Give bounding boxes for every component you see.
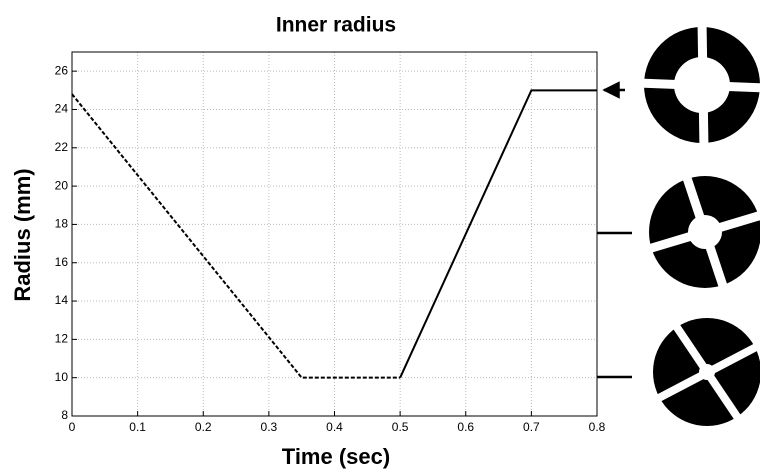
- x-tick-label: 0.5: [392, 420, 409, 434]
- x-tick-label: 0.3: [261, 420, 278, 434]
- line-series: [71, 93, 401, 379]
- x-tick-label: 0.6: [457, 420, 474, 434]
- y-tick-label: 24: [55, 102, 69, 116]
- x-tick-label: 0.7: [523, 420, 540, 434]
- icon-large-hole: [637, 19, 760, 151]
- y-tick-label: 12: [55, 332, 69, 346]
- shape-icons: [637, 19, 760, 427]
- icon-medium-hole: [643, 170, 760, 294]
- x-tick-label: 0.8: [589, 420, 606, 434]
- x-tick-label: 0.4: [326, 420, 343, 434]
- x-tick-label: 0: [69, 420, 76, 434]
- y-tick-label: 10: [55, 370, 69, 384]
- line-series: [399, 89, 597, 379]
- y-tick-label: 18: [55, 217, 69, 231]
- y-tick-label: 16: [55, 255, 69, 269]
- x-tick-label: 0.2: [195, 420, 212, 434]
- y-tick-label: 8: [61, 408, 68, 422]
- y-tick-label: 26: [55, 63, 69, 77]
- plot-frame: [71, 51, 598, 417]
- y-tick-label: 14: [55, 293, 69, 307]
- y-tick-label: 22: [55, 140, 69, 154]
- chart-title: Inner radius: [276, 14, 396, 37]
- y-axis-label: Radius (mm): [10, 168, 35, 301]
- y-tick-label: 20: [55, 178, 69, 192]
- x-axis-label: Time (sec): [282, 444, 390, 469]
- icon-small-hole: [653, 317, 760, 427]
- x-tick-label: 0.1: [129, 420, 146, 434]
